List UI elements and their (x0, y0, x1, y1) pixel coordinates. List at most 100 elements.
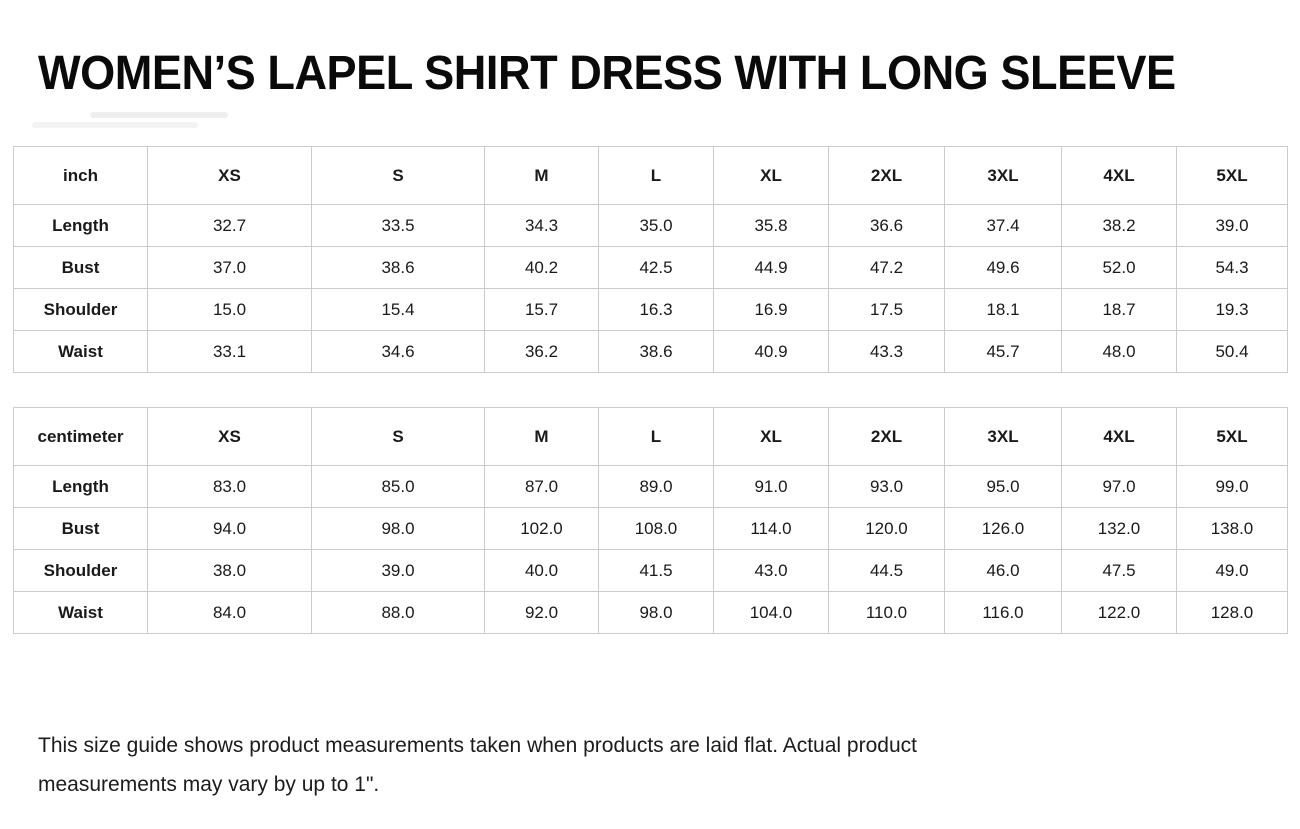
measurement-value-cell: 98.0 (598, 591, 714, 634)
measurement-value-cell: 38.0 (147, 549, 312, 592)
measurement-row: Shoulder 15.0 15.4 15.7 16.3 16.9 17.5 18.1 18.7… (13, 288, 1288, 331)
measurement-value-cell: 85.0 (311, 465, 485, 508)
measurement-value-cell: 52.0 (1061, 246, 1177, 289)
size-column-header: 2XL (828, 146, 945, 205)
measurement-value-cell: 110.0 (828, 591, 945, 634)
measurement-value-cell: 34.6 (311, 330, 485, 373)
measurement-value-cell: 41.5 (598, 549, 714, 592)
measurement-value-cell: 98.0 (311, 507, 485, 550)
measurement-value-cell: 49.6 (944, 246, 1062, 289)
measurement-value-cell: 19.3 (1176, 288, 1288, 331)
measurement-value-cell: 36.6 (828, 204, 945, 247)
measurement-value-cell: 36.2 (484, 330, 599, 373)
measurement-value-cell: 15.7 (484, 288, 599, 331)
size-column-header: XS (147, 407, 312, 466)
measurement-row: Bust 94.0 98.0 102.0 108.0 114.0 120.0 126.0 132… (13, 507, 1288, 550)
measurement-value-cell: 126.0 (944, 507, 1062, 550)
measurement-row: Length 32.7 33.5 34.3 35.0 35.8 36.6 37.4 38.2 39… (13, 204, 1288, 247)
measurement-value-cell: 16.3 (598, 288, 714, 331)
measurement-value-cell: 97.0 (1061, 465, 1177, 508)
measurement-value-cell: 32.7 (147, 204, 312, 247)
measurement-value-cell: 92.0 (484, 591, 599, 634)
measurement-row: Shoulder 38.0 39.0 40.0 41.5 43.0 44.5 46.0 47.5… (13, 549, 1288, 592)
measurement-value-cell: 39.0 (1176, 204, 1288, 247)
size-guide-note-line: measurements may vary by up to 1". (38, 773, 380, 796)
size-column-header: L (598, 146, 714, 205)
measurement-value-cell: 38.6 (311, 246, 485, 289)
measurement-label-cell: Waist (13, 591, 148, 634)
measurement-value-cell: 47.5 (1061, 549, 1177, 592)
measurement-value-cell: 102.0 (484, 507, 599, 550)
measurement-value-cell: 17.5 (828, 288, 945, 331)
measurement-value-cell: 83.0 (147, 465, 312, 508)
measurement-value-cell: 87.0 (484, 465, 599, 508)
size-column-header: 4XL (1061, 146, 1177, 205)
measurement-value-cell: 108.0 (598, 507, 714, 550)
measurement-value-cell: 42.5 (598, 246, 714, 289)
measurement-value-cell: 18.1 (944, 288, 1062, 331)
measurement-value-cell: 47.2 (828, 246, 945, 289)
measurement-value-cell: 44.9 (713, 246, 829, 289)
measurement-label-cell: Bust (13, 507, 148, 550)
measurement-value-cell: 40.9 (713, 330, 829, 373)
size-column-header: S (311, 407, 485, 466)
measurement-value-cell: 84.0 (147, 591, 312, 634)
measurement-value-cell: 54.3 (1176, 246, 1288, 289)
size-header-row: centimeter XS S M L XL 2XL 3XL 4XL 5XL (13, 407, 1288, 466)
size-column-header: XS (147, 146, 312, 205)
measurement-value-cell: 128.0 (1176, 591, 1288, 634)
measurement-value-cell: 93.0 (828, 465, 945, 508)
size-table-inch: inch XS S M L XL 2XL 3XL 4XL 5XL Length 32.7 33.5 34.… (13, 146, 1288, 373)
title-artifact-smudge (90, 112, 228, 118)
size-column-header: 5XL (1176, 407, 1288, 466)
size-column-header: XL (713, 407, 829, 466)
measurement-value-cell: 38.2 (1061, 204, 1177, 247)
title-artifact-smudge (32, 122, 198, 128)
measurement-value-cell: 104.0 (713, 591, 829, 634)
measurement-value-cell: 116.0 (944, 591, 1062, 634)
size-column-header: 3XL (944, 407, 1062, 466)
measurement-value-cell: 114.0 (713, 507, 829, 550)
measurement-value-cell: 37.4 (944, 204, 1062, 247)
measurement-value-cell: 35.8 (713, 204, 829, 247)
measurement-value-cell: 44.5 (828, 549, 945, 592)
size-column-header: 4XL (1061, 407, 1177, 466)
measurement-value-cell: 138.0 (1176, 507, 1288, 550)
size-header-row: inch XS S M L XL 2XL 3XL 4XL 5XL (13, 146, 1288, 205)
measurement-row: Waist 84.0 88.0 92.0 98.0 104.0 110.0 116.0 122.… (13, 591, 1288, 634)
measurement-value-cell: 88.0 (311, 591, 485, 634)
measurement-value-cell: 40.2 (484, 246, 599, 289)
measurement-value-cell: 15.0 (147, 288, 312, 331)
size-column-header: 2XL (828, 407, 945, 466)
size-column-header: S (311, 146, 485, 205)
measurement-label-cell: Waist (13, 330, 148, 373)
measurement-value-cell: 46.0 (944, 549, 1062, 592)
measurement-value-cell: 33.5 (311, 204, 485, 247)
measurement-value-cell: 43.3 (828, 330, 945, 373)
measurement-value-cell: 95.0 (944, 465, 1062, 508)
size-column-header: M (484, 407, 599, 466)
measurement-value-cell: 48.0 (1061, 330, 1177, 373)
measurement-value-cell: 34.3 (484, 204, 599, 247)
size-column-header: 5XL (1176, 146, 1288, 205)
measurement-value-cell: 38.6 (598, 330, 714, 373)
measurement-value-cell: 40.0 (484, 549, 599, 592)
measurement-value-cell: 122.0 (1061, 591, 1177, 634)
measurement-value-cell: 18.7 (1061, 288, 1177, 331)
measurement-value-cell: 33.1 (147, 330, 312, 373)
measurement-value-cell: 99.0 (1176, 465, 1288, 508)
measurement-label-cell: Shoulder (13, 549, 148, 592)
size-guide-note-line: This size guide shows product measuremen… (38, 734, 917, 757)
measurement-row: Length 83.0 85.0 87.0 89.0 91.0 93.0 95.0 97.0 99… (13, 465, 1288, 508)
size-column-header: L (598, 407, 714, 466)
measurement-value-cell: 94.0 (147, 507, 312, 550)
unit-label-cell: inch (13, 146, 148, 205)
measurement-value-cell: 37.0 (147, 246, 312, 289)
measurement-value-cell: 35.0 (598, 204, 714, 247)
measurement-value-cell: 50.4 (1176, 330, 1288, 373)
measurement-value-cell: 43.0 (713, 549, 829, 592)
measurement-label-cell: Shoulder (13, 288, 148, 331)
size-column-header: XL (713, 146, 829, 205)
measurement-value-cell: 16.9 (713, 288, 829, 331)
measurement-value-cell: 120.0 (828, 507, 945, 550)
